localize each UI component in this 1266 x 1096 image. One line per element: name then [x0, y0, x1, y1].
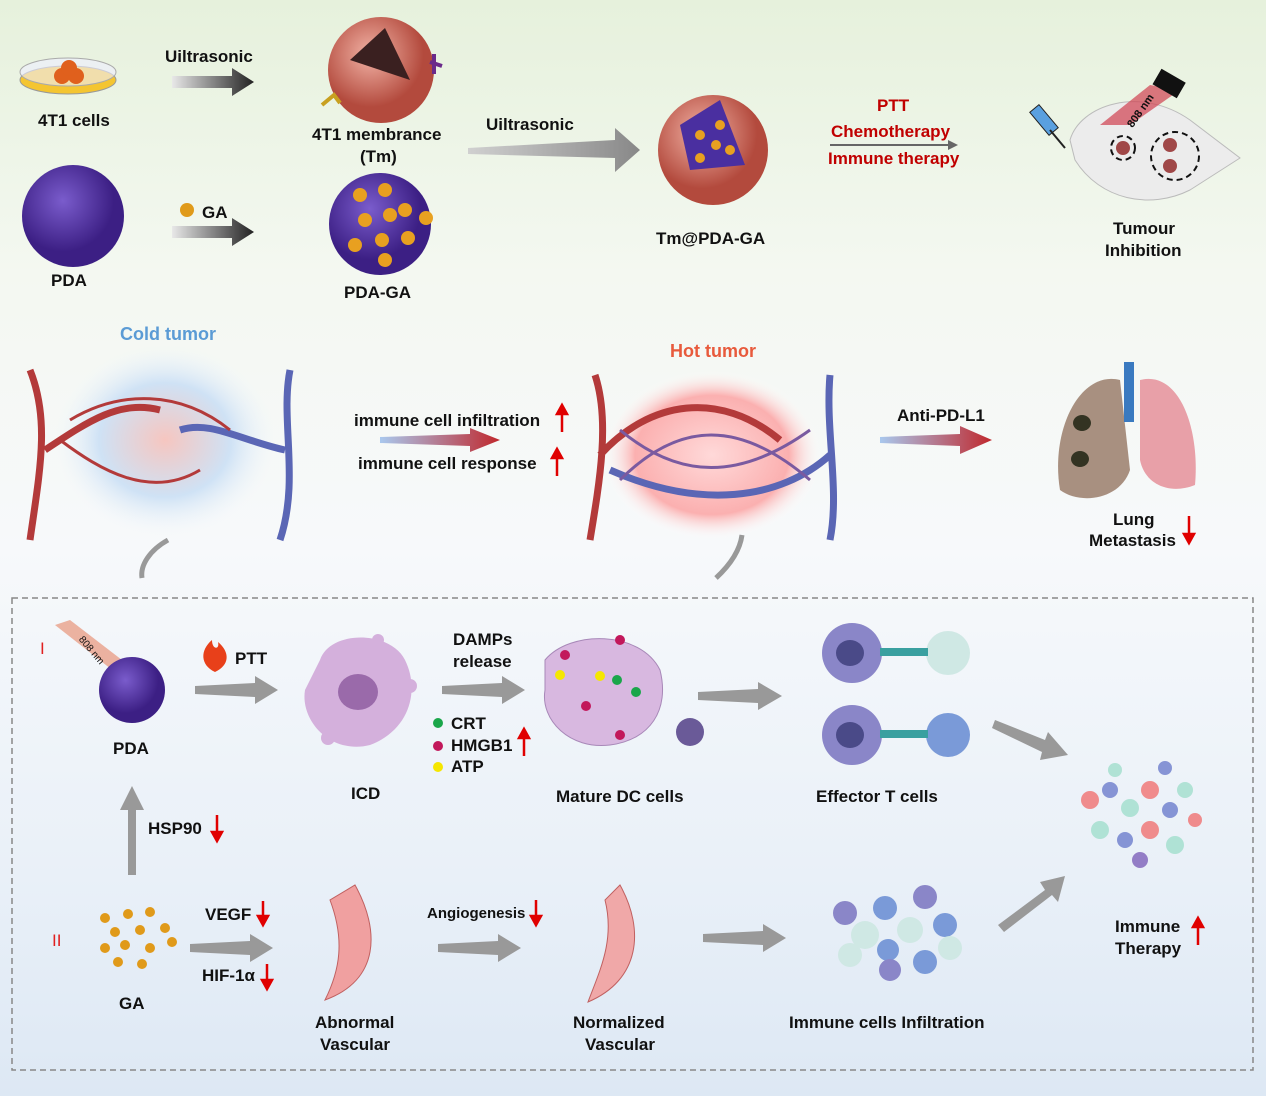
label-vegf: VEGF — [205, 905, 252, 924]
normalized-vascular-icon — [587, 884, 636, 1003]
label-pda-bottom: PDA — [113, 739, 149, 758]
fire-icon — [203, 640, 227, 672]
label-immune-therapy: Immune therapy — [828, 149, 960, 168]
arrow-ultrasonic-1 — [172, 68, 254, 96]
label-tm-pda-ga: Tm@PDA-GA — [656, 229, 766, 248]
process-arrows — [120, 676, 1068, 962]
effector-t-cells-icon — [822, 623, 970, 765]
label-hif: HIF-1α — [202, 966, 255, 985]
label-ptt-bottom: PTT — [235, 649, 268, 668]
immune-therapy-cells-icon — [1081, 761, 1202, 868]
damps-legend-dots — [433, 718, 443, 772]
lung-icon — [1058, 362, 1196, 499]
icd-cell-icon — [304, 634, 417, 747]
abnormal-vascular-icon — [323, 884, 372, 1001]
label-abnormal: Abnormal — [315, 1013, 395, 1032]
pda-ga-nanoparticle-icon — [329, 173, 433, 275]
label-therapy: Therapy — [1115, 939, 1182, 958]
label-hmgb1: HMGB1 — [451, 736, 513, 755]
label-infiltration-cells: Immune cells Infiltration — [789, 1013, 985, 1032]
pda-nanoparticle-icon — [22, 165, 124, 267]
label-crt: CRT — [451, 714, 486, 733]
label-membrane: 4T1 membrance — [312, 125, 442, 144]
curved-arrow-up — [714, 534, 745, 580]
arrow-ga — [172, 218, 254, 246]
label-dc-cells: Mature DC cells — [556, 787, 684, 806]
label-ultrasonic-1: Uiltrasonic — [165, 47, 253, 66]
label-inhibition: Inhibition — [1105, 241, 1182, 260]
label-path-ii: II — [52, 931, 62, 950]
pda-nanoparticle-icon — [99, 657, 165, 723]
dc-cell-icon — [543, 635, 704, 747]
petri-dish-icon — [19, 57, 117, 95]
arrow-infiltration — [380, 428, 500, 452]
label-anti-pd-l1: Anti-PD-L1 — [897, 406, 985, 425]
label-immune: Immune — [1115, 917, 1181, 936]
label-tumour: Tumour — [1113, 219, 1176, 238]
syringe-icon — [1029, 103, 1066, 149]
label-cold-tumor: Cold tumor — [120, 324, 216, 344]
label-pda: PDA — [51, 271, 87, 290]
ga-particles-icon — [100, 907, 177, 969]
label-infiltration: immune cell infiltration — [354, 411, 541, 430]
mouse-icon — [1069, 68, 1241, 201]
mechanism-panel — [11, 597, 1254, 1071]
label-membrane-abbr: (Tm) — [360, 147, 397, 166]
infiltration-cells-icon — [833, 885, 962, 981]
label-pda-ga: PDA-GA — [344, 283, 412, 302]
label-ptt: PTT — [877, 96, 910, 115]
label-abnormal-vascular: Vascular — [320, 1035, 390, 1054]
red-arrows — [209, 402, 1206, 992]
label-hot-tumor: Hot tumor — [670, 341, 756, 361]
arrow-anti-pd-l1 — [880, 426, 992, 454]
label-icd: ICD — [351, 784, 381, 803]
label-metastasis: Metastasis — [1089, 531, 1176, 550]
arrow-ultrasonic-2 — [468, 128, 640, 172]
label-damps: DAMPs — [453, 630, 513, 649]
label-chemotherapy: Chemotherapy — [831, 122, 951, 141]
label-atp: ATP — [451, 757, 484, 776]
label-4t1-cells: 4T1 cells — [38, 111, 110, 130]
label-hsp90: HSP90 — [148, 819, 202, 838]
label-release: release — [453, 652, 512, 671]
label-normalized-vascular: Vascular — [585, 1035, 655, 1054]
cold-tumor-illustration — [26, 345, 294, 542]
label-lung: Lung — [1113, 510, 1155, 529]
label-ultrasonic-2: Uiltrasonic — [486, 115, 574, 134]
label-response: immune cell response — [358, 454, 537, 473]
label-t-cells: Effector T cells — [816, 787, 938, 806]
label-path-i: I — [40, 639, 45, 658]
membrane-vesicle-icon — [320, 17, 443, 123]
hot-tumor-illustration — [586, 370, 837, 541]
label-normalized: Normalized — [573, 1013, 665, 1032]
tm-pda-ga-nanoparticle-icon — [658, 95, 768, 205]
label-ga-bottom: GA — [119, 994, 145, 1013]
label-angiogenesis: Angiogenesis — [427, 905, 526, 922]
ga-molecule-icon — [180, 203, 194, 217]
curved-arrow-down — [139, 537, 170, 579]
label-ga: GA — [202, 203, 228, 222]
